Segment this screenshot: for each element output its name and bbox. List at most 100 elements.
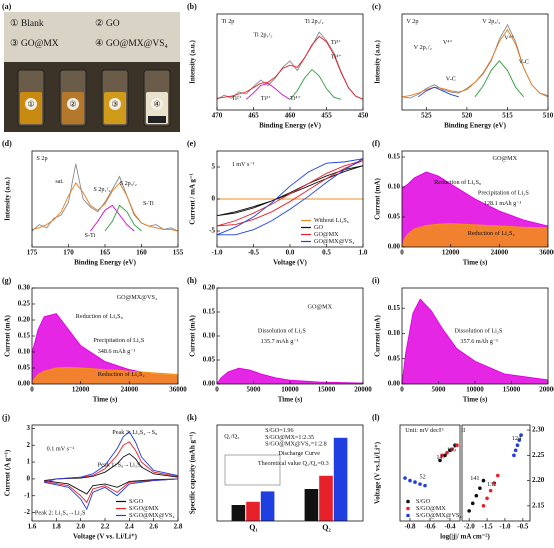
- point: [519, 433, 523, 437]
- panel-label: (b): [187, 2, 197, 11]
- annotation: Peak 3: Li₂S₄→S₈: [112, 429, 157, 436]
- annotation: Ti⁴⁺: [331, 54, 342, 61]
- x-tick-label: 170: [63, 249, 74, 257]
- line: [401, 298, 549, 385]
- plot-bg: [32, 425, 178, 521]
- x-tick-label: 20000: [539, 386, 554, 394]
- x-tick-label: 0.5: [322, 249, 331, 257]
- plot-frame: [461, 424, 531, 522]
- line: [245, 82, 291, 100]
- y-tick-label: -2: [24, 508, 30, 516]
- x-tick-label: 0: [400, 386, 404, 394]
- line: [104, 204, 142, 232]
- annotation: 52: [420, 473, 426, 480]
- annotation: Ti²⁺: [232, 95, 242, 102]
- annotation: 147: [436, 454, 445, 461]
- annotation: V 2p₁/₂: [414, 44, 432, 51]
- x-tick-label: 2.2: [101, 523, 110, 531]
- legend-label: S/GO: [416, 498, 431, 505]
- line: [401, 28, 549, 98]
- annotation: S-Ti: [143, 200, 154, 207]
- point: [515, 443, 520, 448]
- line: [31, 182, 179, 232]
- line: [474, 60, 525, 98]
- plot-bg: [402, 14, 548, 110]
- y-tick-label: -1: [24, 491, 30, 499]
- area: [217, 368, 363, 384]
- vial-label: ①: [27, 99, 34, 108]
- annotation: S 2p₃/₂: [120, 180, 137, 187]
- point: [488, 488, 493, 493]
- annotation: 135.7 mAh g⁻¹: [261, 338, 299, 345]
- x-tick-label: 160: [136, 249, 147, 257]
- x-tick-label: 455: [321, 112, 332, 120]
- point: [403, 476, 407, 480]
- point: [423, 483, 427, 488]
- x-axis-label: log(|j|/ mA cm⁻²): [440, 533, 490, 541]
- annotation: S 2p₁/₂: [93, 186, 110, 193]
- y-tick-label: 0.10: [18, 348, 31, 356]
- y-tick-label: 0.10: [388, 329, 401, 337]
- point: [443, 453, 447, 458]
- x-tick-label: 0: [400, 249, 404, 257]
- area: [402, 223, 548, 247]
- annotation: 141: [470, 475, 479, 482]
- point: [467, 509, 471, 513]
- x-tick-label: -2.0: [464, 523, 476, 531]
- annotation: Dissolution of Li₂S: [258, 328, 306, 335]
- x-tick-label: -1.0: [499, 523, 511, 531]
- vial-label: ②: [69, 99, 76, 108]
- y-tick-label: 0.00: [388, 380, 401, 388]
- y-tick-label: 2.20: [532, 476, 545, 484]
- bar: [319, 475, 333, 521]
- annotation: S-Ti: [85, 232, 96, 239]
- line: [90, 204, 135, 232]
- x-tick-label: 1.8: [52, 523, 61, 531]
- x-tick-label: 175: [27, 249, 38, 257]
- y-tick-label: 5: [212, 163, 216, 171]
- annotation: Ti³⁺: [331, 39, 341, 46]
- y-axis-label: Current (mA): [374, 315, 382, 357]
- annotation: 348.6 mAh g⁻¹: [98, 348, 136, 355]
- legend-label: S/GO: [129, 498, 144, 505]
- annotation: II: [461, 427, 465, 434]
- point: [450, 447, 454, 452]
- y-tick-label: 0.05: [18, 364, 31, 372]
- x-axis-label: Time (s): [463, 396, 488, 404]
- y-tick-label: 0.10: [203, 332, 216, 340]
- y-tick-label: 0.00: [203, 380, 216, 388]
- annotation: Discharge Curve: [278, 450, 320, 457]
- x-tick-label: 20000: [354, 386, 372, 394]
- sample-label: ② GO: [95, 18, 120, 29]
- x-tick-label: 520: [462, 112, 473, 120]
- line: [216, 35, 364, 100]
- plot-frame: [401, 13, 549, 111]
- annotation: Peak 2: Li₂S₄→Li₂S: [35, 510, 86, 517]
- x-tick-label: 24000: [491, 249, 509, 257]
- line: [402, 171, 549, 227]
- annotation: Ti⁴⁺: [290, 95, 301, 102]
- x-tick-label: -0.6: [424, 523, 436, 531]
- line: [289, 68, 342, 100]
- line: [401, 223, 549, 248]
- point: [470, 501, 475, 506]
- point: [455, 443, 459, 448]
- point: [512, 453, 516, 458]
- y-tick-label: 0.05: [388, 354, 401, 362]
- panel-label: (f): [372, 139, 380, 148]
- bar: [231, 505, 246, 521]
- annotation: Ti 2p₃/₂: [305, 18, 324, 25]
- annotation: Precipitation of Li₂S: [93, 337, 145, 344]
- annotation: Q₁/Q₂: [224, 433, 239, 440]
- annotation: Ti³⁺: [261, 95, 271, 102]
- x-tick-label: Q₂: [322, 523, 331, 532]
- point: [413, 480, 417, 484]
- bar: [246, 501, 260, 521]
- plot-frame: [401, 150, 549, 248]
- x-axis-label: Time (s): [278, 396, 303, 404]
- x-tick-label: 2.6: [149, 523, 158, 531]
- x-tick-label: -1.0: [211, 249, 223, 257]
- x-axis-label: Time (s): [93, 396, 118, 404]
- annotation: 185: [447, 446, 456, 453]
